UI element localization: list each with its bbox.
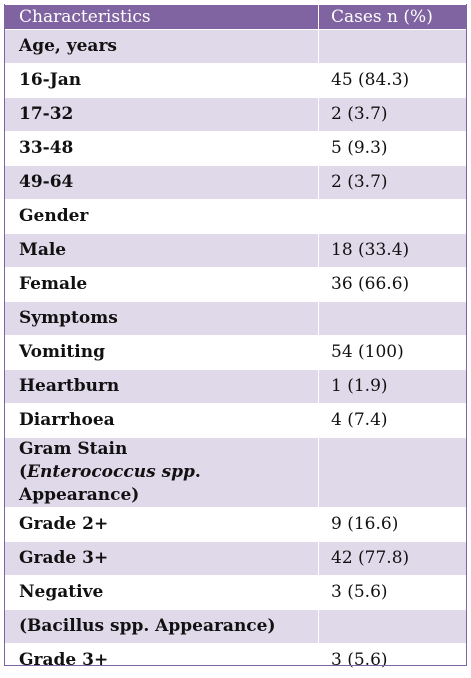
- row-label: 16-Jan: [4, 63, 319, 98]
- row-value: 54 (100): [318, 335, 468, 370]
- row-value: [318, 301, 468, 336]
- row-value: [318, 437, 468, 508]
- row-label-line2-post: . Appearance): [19, 462, 201, 505]
- table-row: Heartburn 1 (1.9): [4, 369, 468, 404]
- row-value: 45 (84.3): [318, 63, 468, 98]
- table-row: 16-Jan 45 (84.3): [4, 63, 468, 98]
- table-row: Symptoms: [4, 301, 468, 336]
- characteristics-table: Characteristics Cases n (%) Age, years 1…: [4, 4, 468, 678]
- table-row: Female 36 (66.6): [4, 267, 468, 302]
- row-label: Grade 3+: [4, 541, 319, 576]
- row-value: 5 (9.3): [318, 131, 468, 166]
- row-label: Grade 2+: [4, 507, 319, 542]
- row-label-line1: Gram Stain: [19, 439, 128, 459]
- table-row: 49-64 2 (3.7): [4, 165, 468, 200]
- table-row: Grade 3+ 3 (5.6): [4, 643, 468, 678]
- row-label: Gender: [4, 199, 319, 234]
- row-label: Age, years: [4, 29, 319, 64]
- row-label: Vomiting: [4, 335, 319, 370]
- row-value: 2 (3.7): [318, 97, 468, 132]
- row-value: 3 (5.6): [318, 643, 468, 678]
- header-cases: Cases n (%): [318, 4, 468, 30]
- row-label: Negative: [4, 575, 319, 610]
- row-value: 36 (66.6): [318, 267, 468, 302]
- row-label-gram-stain: Gram Stain (Enterococcus spp. Appearance): [4, 437, 319, 508]
- row-label: 33-48: [4, 131, 319, 166]
- row-label: 17-32: [4, 97, 319, 132]
- table-row: 17-32 2 (3.7): [4, 97, 468, 132]
- header-characteristics: Characteristics: [4, 4, 319, 30]
- table-row: Male 18 (33.4): [4, 233, 468, 268]
- table-row: Gram Stain (Enterococcus spp. Appearance): [4, 437, 468, 508]
- row-label: (Bacillus spp. Appearance): [4, 609, 319, 644]
- row-label: Diarrhoea: [4, 403, 319, 438]
- table-row: Diarrhoea 4 (7.4): [4, 403, 468, 438]
- row-label-line2-italic: Enterococcus spp: [27, 462, 195, 482]
- table-row: Vomiting 54 (100): [4, 335, 468, 370]
- row-label: 49-64: [4, 165, 319, 200]
- table-header-row: Characteristics Cases n (%): [4, 4, 468, 30]
- row-value: 42 (77.8): [318, 541, 468, 576]
- row-value: [318, 199, 468, 234]
- row-label: Grade 3+: [4, 643, 319, 678]
- row-value: 9 (16.6): [318, 507, 468, 542]
- table-row: Grade 2+ 9 (16.6): [4, 507, 468, 542]
- row-value: [318, 29, 468, 64]
- row-label: Heartburn: [4, 369, 319, 404]
- row-label: Female: [4, 267, 319, 302]
- row-value: 2 (3.7): [318, 165, 468, 200]
- row-label: Symptoms: [4, 301, 319, 336]
- table-row: Negative 3 (5.6): [4, 575, 468, 610]
- row-label: Male: [4, 233, 319, 268]
- row-value: 4 (7.4): [318, 403, 468, 438]
- table-row: (Bacillus spp. Appearance): [4, 609, 468, 644]
- row-value: 3 (5.6): [318, 575, 468, 610]
- row-value: [318, 609, 468, 644]
- row-label-line2-pre: (: [19, 462, 28, 482]
- row-value: 18 (33.4): [318, 233, 468, 268]
- table-row: Gender: [4, 199, 468, 234]
- table-row: 33-48 5 (9.3): [4, 131, 468, 166]
- table-row: Grade 3+ 42 (77.8): [4, 541, 468, 576]
- table-row: Age, years: [4, 29, 468, 64]
- row-value: 1 (1.9): [318, 369, 468, 404]
